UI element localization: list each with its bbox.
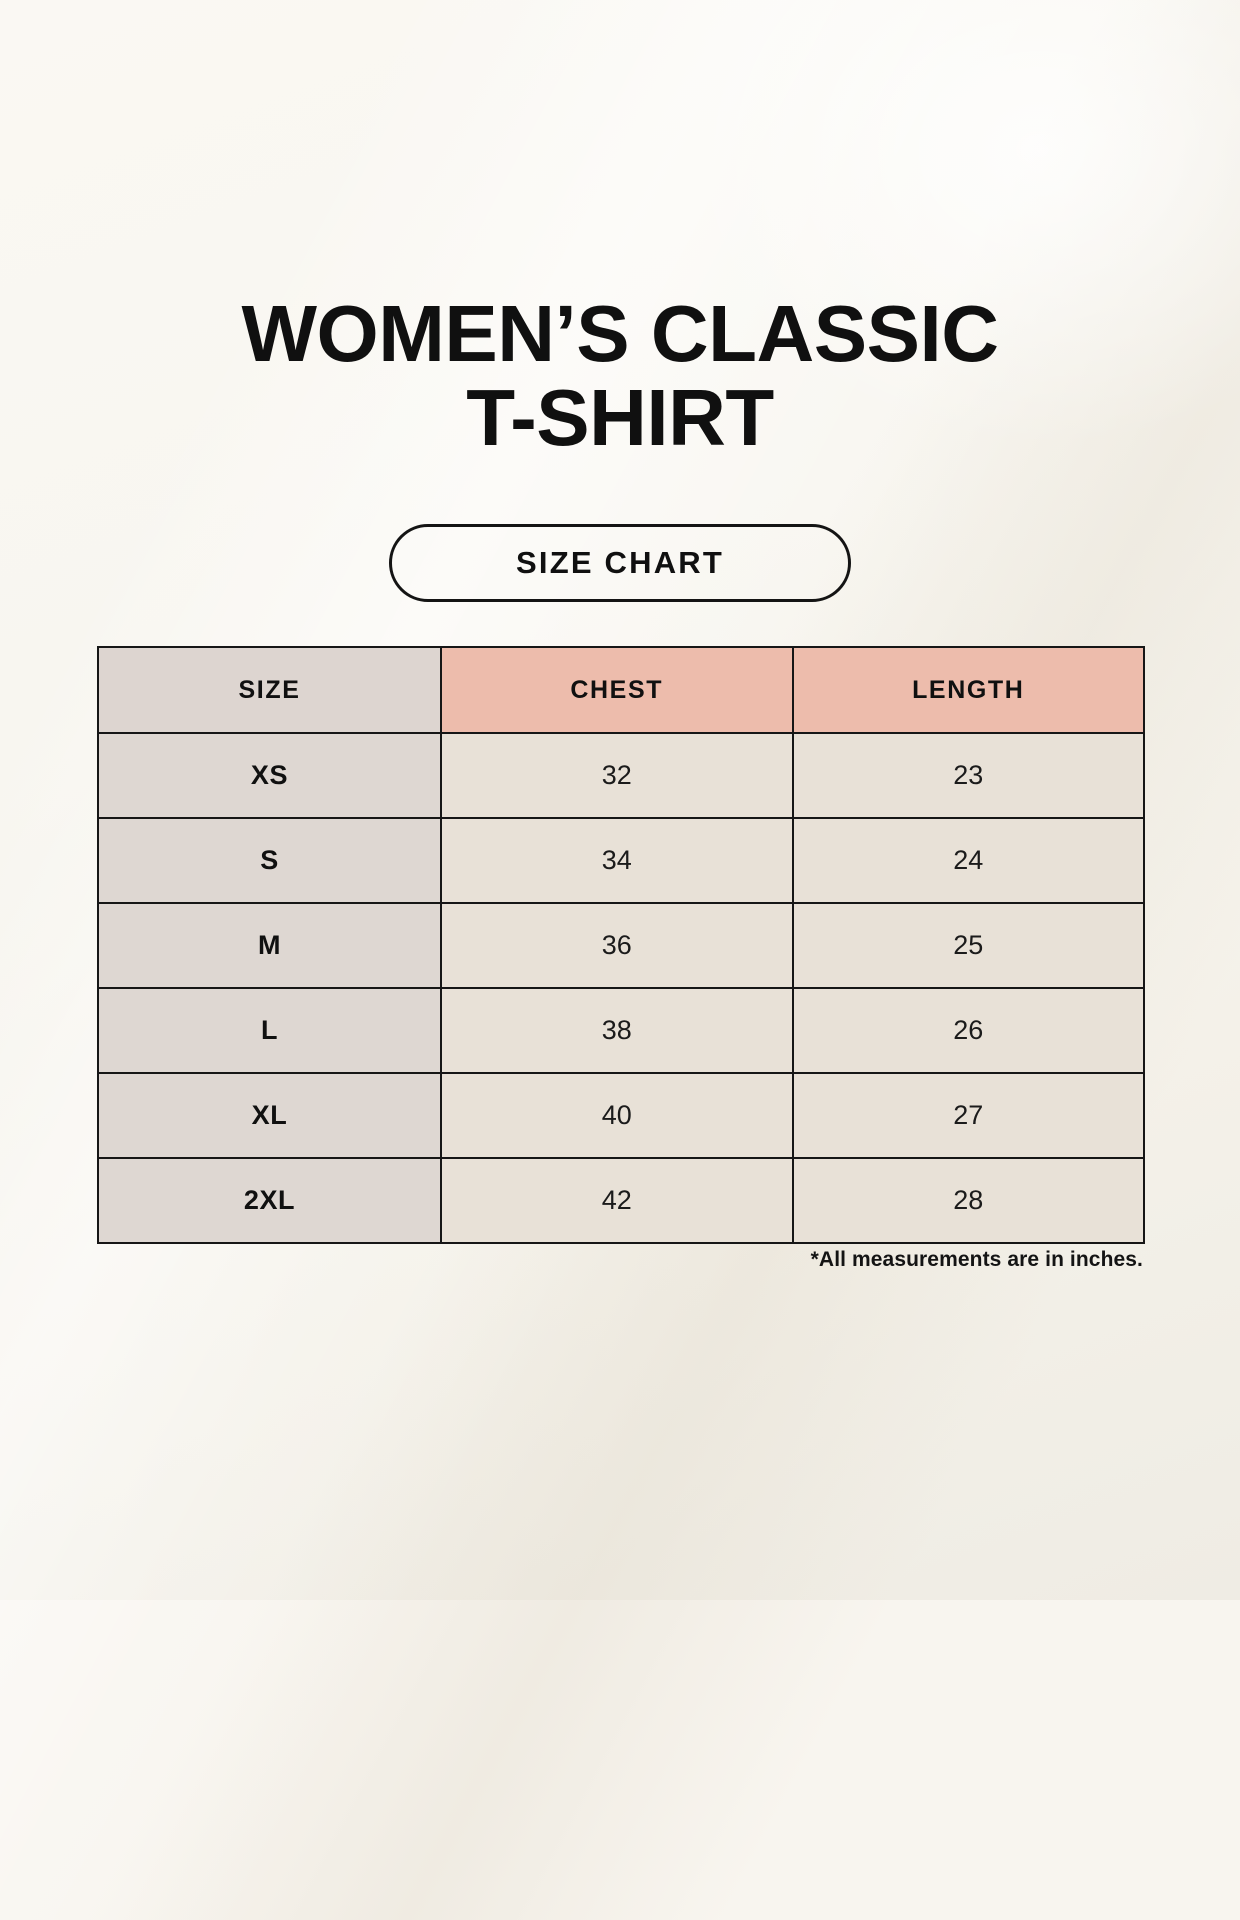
cell-length: 23 [791,732,1145,819]
cell-size: M [97,902,442,989]
table-row: XS 32 23 [97,732,1145,819]
cell-length: 24 [791,817,1145,904]
column-header-chest: CHEST [440,646,794,734]
size-table-body: XS 32 23 S 34 24 M 36 25 L 38 26 [97,732,1145,1244]
cell-size: S [97,817,442,904]
size-table-container: SIZE CHEST LENGTH XS 32 23 S 34 24 M [97,646,1145,1244]
cell-size: XS [97,732,442,819]
cell-length: 28 [791,1157,1145,1244]
size-chart-page: WOMEN’S CLASSIC T-SHIRT SIZE CHART SIZE … [0,292,1240,1271]
table-row: M 36 25 [97,902,1145,989]
size-chart-badge-label: SIZE CHART [516,545,724,580]
cell-chest: 34 [440,817,794,904]
measurements-footnote: *All measurements are in inches. [810,1248,1143,1271]
size-chart-badge-container: SIZE CHART [0,524,1240,602]
cell-size: L [97,987,442,1074]
cell-chest: 42 [440,1157,794,1244]
page-title-line-2: T-SHIRT [466,373,774,462]
page-title-line-1: WOMEN’S CLASSIC [241,289,999,378]
cell-size: 2XL [97,1157,442,1244]
cell-chest: 32 [440,732,794,819]
table-row: L 38 26 [97,987,1145,1074]
table-row: S 34 24 [97,817,1145,904]
size-table: SIZE CHEST LENGTH XS 32 23 S 34 24 M [97,646,1145,1244]
table-row: XL 40 27 [97,1072,1145,1159]
table-header-row: SIZE CHEST LENGTH [97,646,1145,734]
column-header-length: LENGTH [791,646,1145,734]
column-header-size: SIZE [97,646,442,734]
cell-chest: 36 [440,902,794,989]
cell-chest: 38 [440,987,794,1074]
page-title: WOMEN’S CLASSIC T-SHIRT [0,292,1240,460]
cell-length: 27 [791,1072,1145,1159]
cell-chest: 40 [440,1072,794,1159]
cell-length: 26 [791,987,1145,1074]
cell-size: XL [97,1072,442,1159]
size-table-head: SIZE CHEST LENGTH [97,646,1145,734]
cell-length: 25 [791,902,1145,989]
size-chart-badge: SIZE CHART [389,524,851,602]
table-row: 2XL 42 28 [97,1157,1145,1244]
